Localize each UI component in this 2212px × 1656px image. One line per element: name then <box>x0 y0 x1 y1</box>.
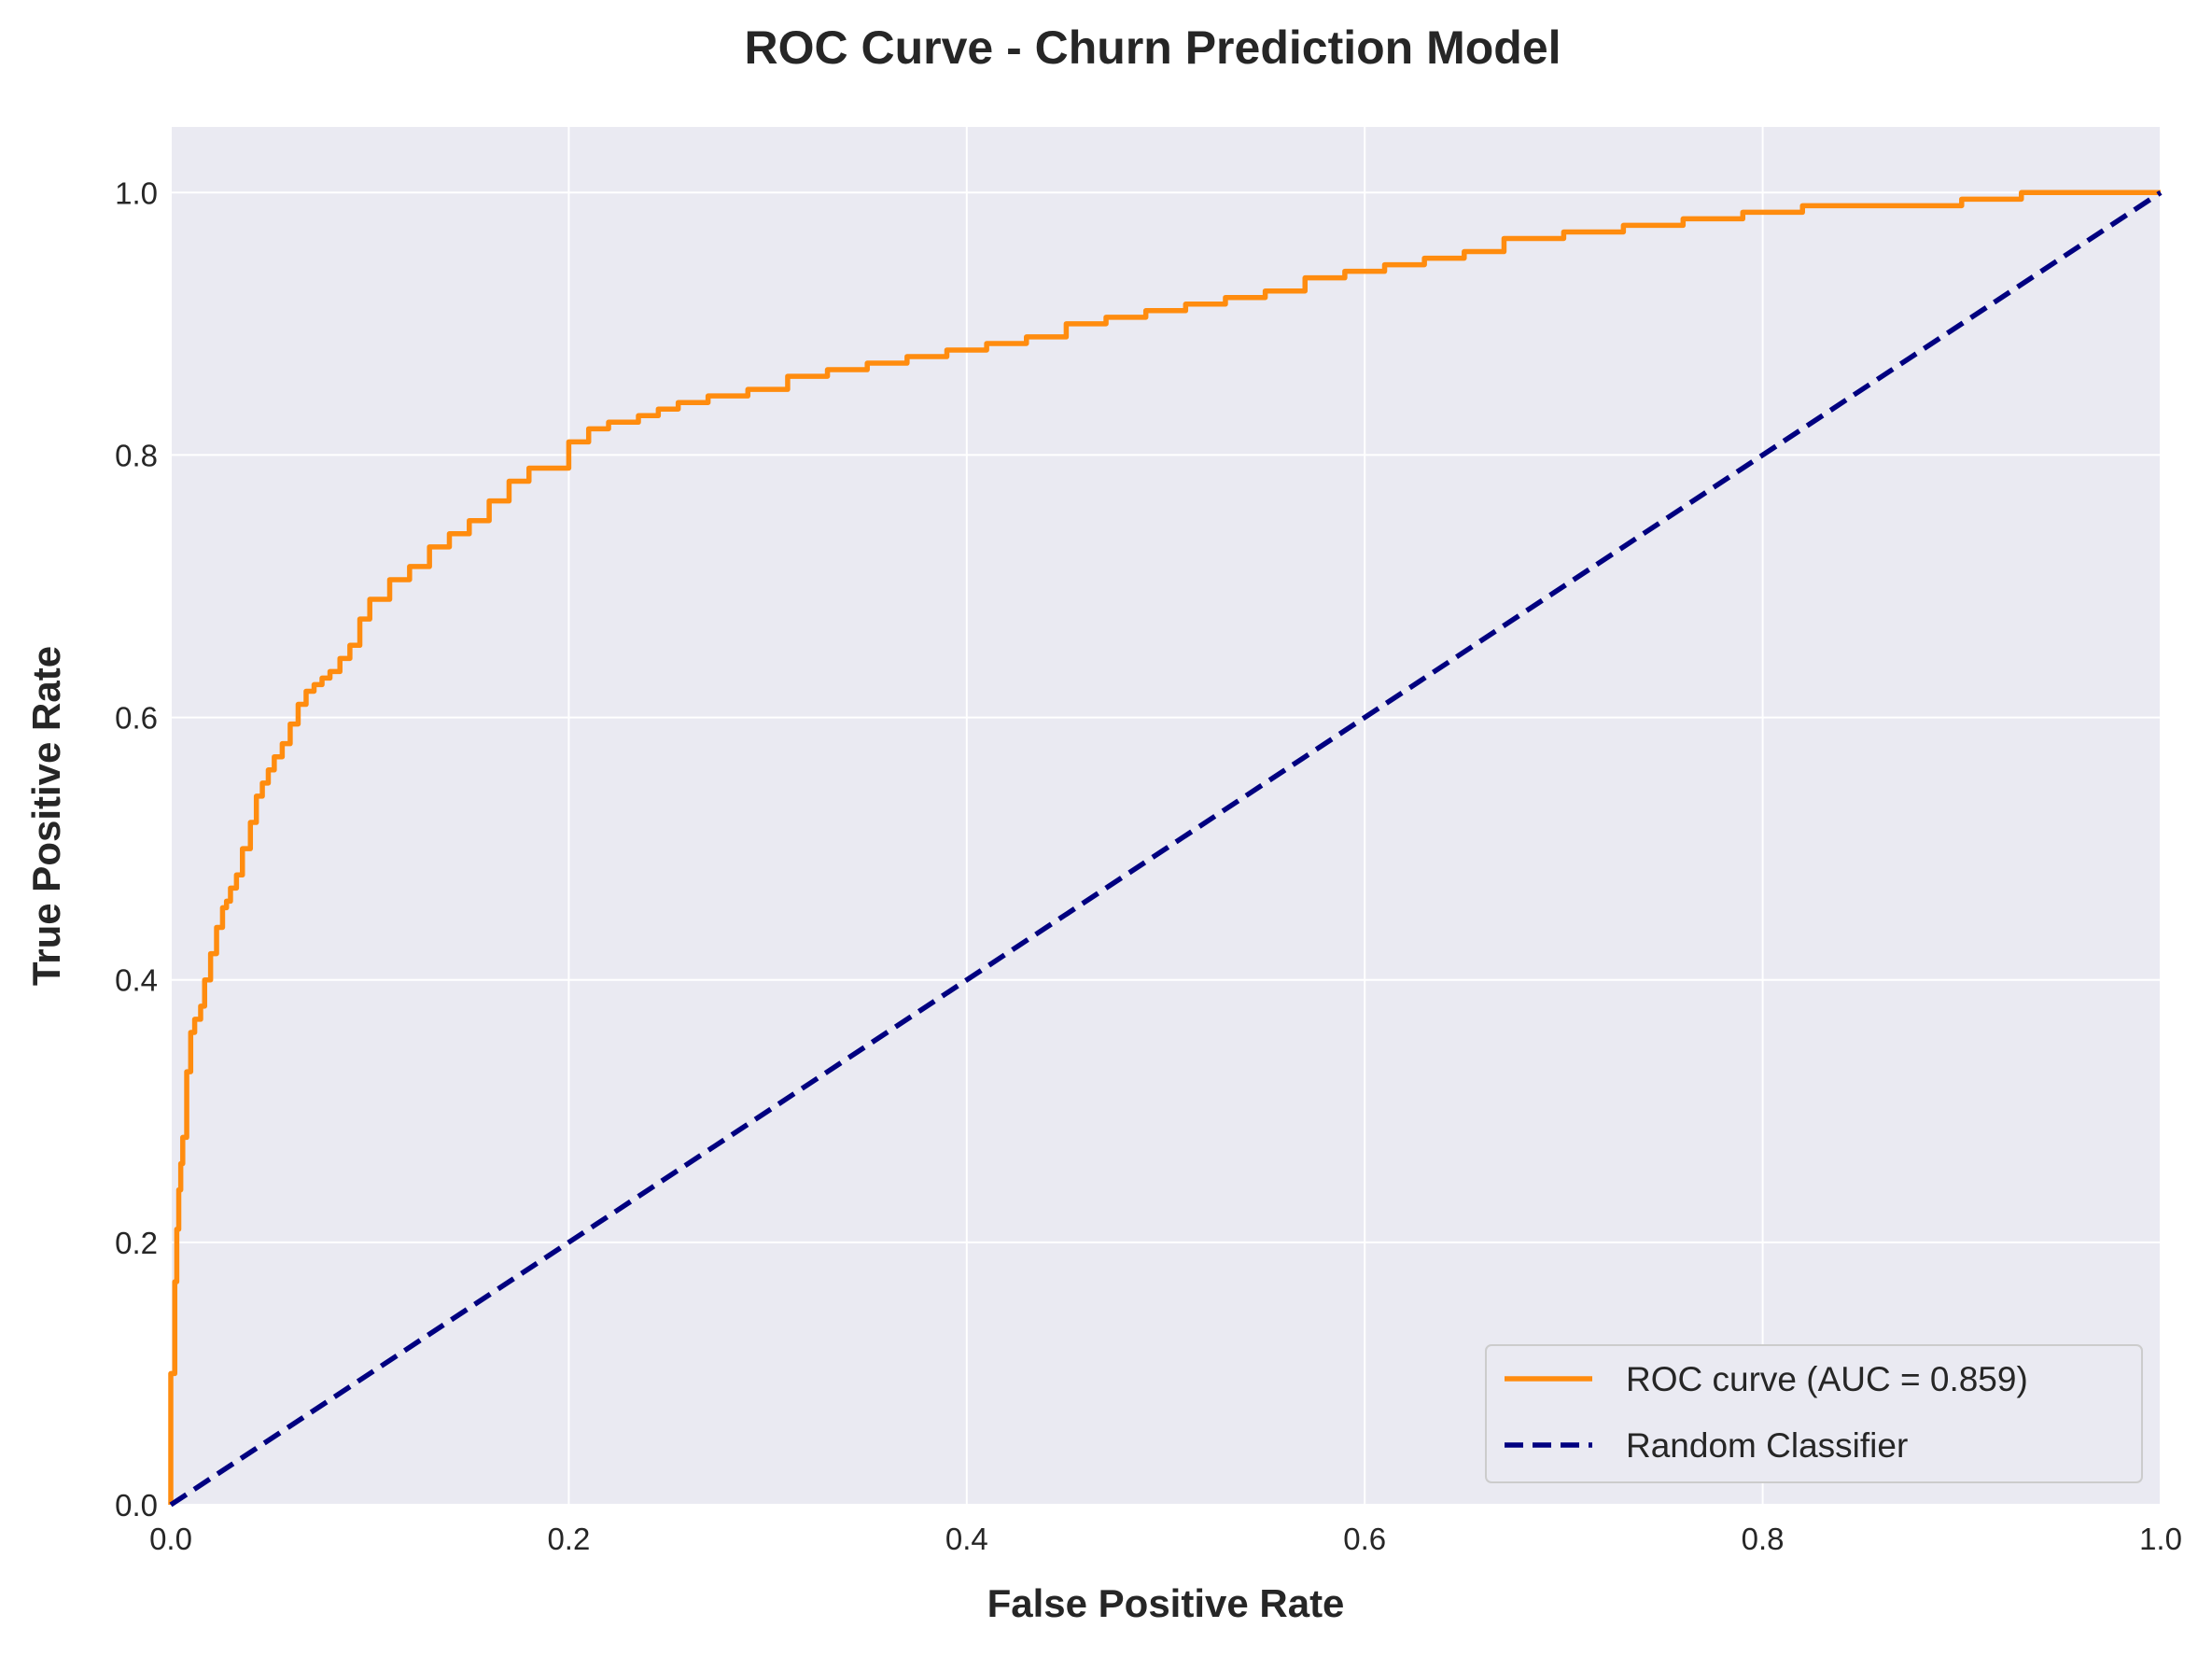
y-tick-label: 0.0 <box>115 1488 158 1523</box>
y-tick-label: 0.4 <box>115 963 158 998</box>
tick-labels: 0.0 0.2 0.4 0.6 0.8 1.0 0.0 0.2 0.4 0.6 0.8 1.0 <box>115 175 2182 1556</box>
y-axis-label: True Positive Rate <box>24 646 68 986</box>
legend-label-roc: ROC curve (AUC = 0.859) <box>1626 1360 2028 1398</box>
y-tick-label: 0.8 <box>115 438 158 472</box>
legend-box <box>1485 1344 2143 1483</box>
roc-curve-line <box>168 189 2161 1505</box>
y-tick-label: 1.0 <box>115 175 158 210</box>
plot-area <box>171 127 2161 1505</box>
x-tick-label: 1.0 <box>2139 1522 2182 1556</box>
grid-lines <box>170 127 2162 1506</box>
legend-label-random: Random Classifier <box>1626 1426 1908 1465</box>
series-layer <box>168 189 2163 1508</box>
legend: ROC curve (AUC = 0.859) Random Classifie… <box>1485 1344 2143 1483</box>
y-tick-label: 0.2 <box>115 1226 158 1260</box>
x-tick-label: 0.6 <box>1343 1522 1386 1556</box>
chart-title: ROC Curve - Churn Prediction Model <box>744 21 1561 74</box>
x-tick-label: 0.8 <box>1742 1522 1785 1556</box>
x-axis-label: False Positive Rate <box>987 1581 1345 1625</box>
x-tick-label: 0.0 <box>149 1522 192 1556</box>
random-classifier-line <box>169 189 2163 1508</box>
x-tick-label: 0.2 <box>547 1522 590 1556</box>
y-tick-label: 0.6 <box>115 701 158 736</box>
x-tick-label: 0.4 <box>945 1522 988 1556</box>
